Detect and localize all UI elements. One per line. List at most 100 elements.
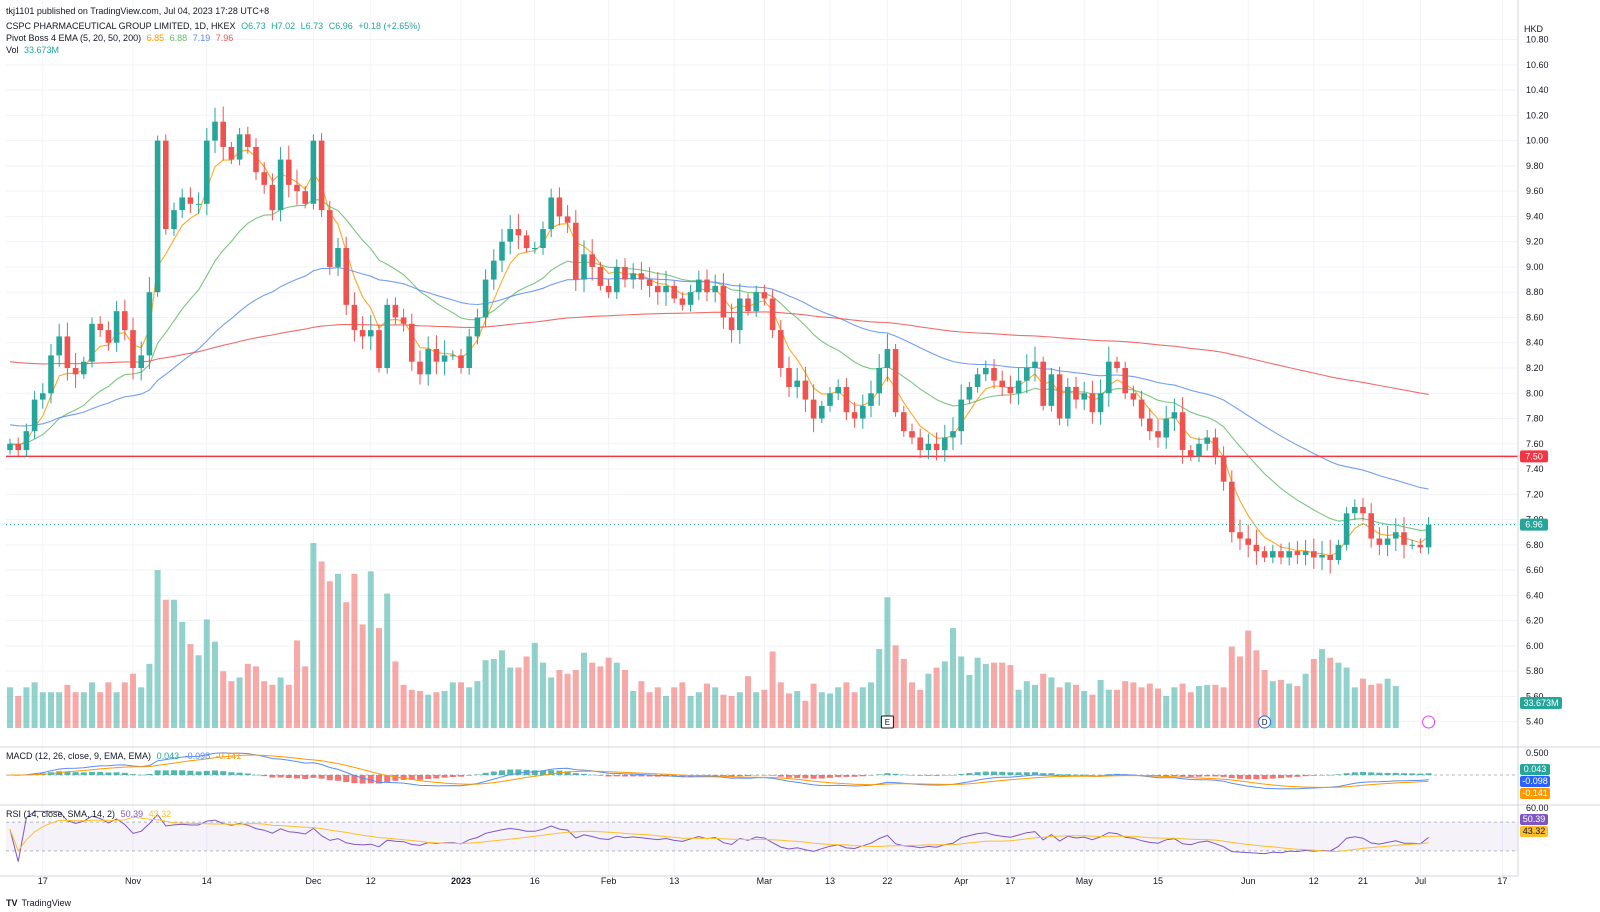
candle-body	[1163, 418, 1169, 438]
volume-bar	[1105, 689, 1112, 728]
macd-hist-bar	[1253, 775, 1260, 780]
high-value: H7.02	[271, 21, 296, 31]
ema-legend: Pivot Boss 4 EMA (5, 20, 50, 200) 6.85 6…	[6, 33, 236, 43]
macd-hist-bar	[958, 773, 965, 775]
candle-body	[597, 266, 604, 286]
candle-body	[1278, 551, 1284, 558]
macd-label: MACD (12, 26, close, 9, EMA, EMA)	[6, 751, 152, 761]
macd-hist-bar	[162, 770, 169, 775]
last-price-label: 6.96	[1525, 520, 1543, 530]
price-tick-label: 9.80	[1526, 161, 1544, 171]
candle-body	[1114, 361, 1120, 368]
volume-bar	[695, 692, 702, 728]
volume-bar	[1179, 683, 1186, 728]
macd-hist-bar	[72, 772, 79, 775]
time-axis: 17 Nov 14 Dec 12 2023 16 Feb 13 Mar 13 22 Apr 17 May 15…	[0, 875, 1518, 886]
volume-bar	[417, 691, 423, 728]
candle-body	[171, 210, 177, 230]
macd-hist-bar	[1302, 775, 1309, 777]
ema20-value: 6.88	[169, 33, 188, 43]
macd-hist-bar	[376, 775, 382, 784]
volume-bar	[950, 628, 956, 728]
macd-hist-bar	[425, 775, 432, 779]
time-tick-label: 12	[366, 876, 376, 886]
candle-body	[277, 159, 284, 211]
time-tick-label: 17	[1005, 876, 1015, 886]
volume-bar	[294, 640, 300, 728]
volume-bar	[1310, 658, 1317, 728]
candle-body	[343, 248, 349, 305]
volume-bar	[876, 649, 883, 728]
candle-body	[556, 197, 563, 217]
volume-bar	[720, 694, 727, 728]
macd-hist-bar	[326, 775, 333, 781]
volume-bar	[556, 670, 563, 728]
time-tick-label: Feb	[601, 876, 617, 886]
volume-bar	[1032, 684, 1038, 728]
price-tick-label: 6.80	[1526, 540, 1544, 550]
volume-bar	[302, 666, 309, 728]
macd-hist-bar	[581, 773, 587, 775]
support-price-tag	[1520, 450, 1548, 463]
candle-body	[450, 355, 456, 357]
candle-body	[687, 292, 694, 305]
macd-hist-bar	[1015, 772, 1022, 775]
candle-body	[245, 134, 251, 147]
volume-bar	[228, 681, 235, 728]
volume-bar	[253, 666, 259, 728]
macd-hist-bar	[89, 771, 95, 775]
price-tick-label: 8.00	[1526, 388, 1544, 398]
volume-bar	[48, 692, 54, 728]
price-tick-label: 8.40	[1526, 338, 1544, 348]
macd-hist-bar	[597, 775, 604, 776]
candle-body	[400, 317, 407, 324]
candle-body	[1229, 481, 1235, 533]
macd-hist-bar	[892, 773, 899, 775]
candle-body	[261, 172, 267, 185]
time-tick-label: Jun	[1241, 876, 1256, 886]
macd-hist-bar	[1089, 775, 1096, 776]
rsi-legend: RSI (14, close, SMA, 14, 2) 50.39 43.32	[6, 809, 174, 819]
macd-hist-bar	[212, 770, 218, 775]
volume-bar	[900, 658, 907, 728]
volume-bar	[671, 687, 678, 728]
volume-bar	[646, 692, 653, 728]
volume-bar	[1278, 679, 1284, 728]
macd-hist-bar	[753, 775, 760, 776]
candle-body	[778, 330, 784, 368]
macd-hist-bar	[933, 775, 940, 776]
volume-bar	[859, 687, 866, 728]
candle-body	[942, 437, 948, 451]
rsi-band	[6, 822, 1518, 851]
earnings-marker	[880, 715, 894, 729]
time-tick-label: May	[1076, 876, 1094, 886]
volume-bar	[1212, 684, 1219, 728]
macd-hist-bar	[777, 775, 784, 777]
volume-bar	[794, 691, 801, 728]
macd-hist-bar	[179, 770, 186, 775]
macd-hist-bar	[417, 775, 423, 780]
macd-hist-bar	[630, 775, 637, 777]
rsi-ma-line	[9, 816, 1429, 853]
candle-body	[737, 298, 743, 331]
macd-hist-bar	[1261, 775, 1268, 780]
macd-hist-bar	[1064, 774, 1071, 775]
price-tick-label: 5.60	[1526, 691, 1544, 701]
candle-body	[97, 323, 103, 331]
volume-bar	[343, 602, 350, 728]
macd-hist-bar	[1056, 774, 1063, 775]
candle-body	[1401, 532, 1407, 545]
candle-body	[851, 412, 858, 419]
candle-body	[1024, 368, 1030, 381]
time-tick-label: 15	[1153, 876, 1163, 886]
volume-bar	[400, 684, 407, 728]
macd-hist-bar	[1335, 774, 1342, 775]
moving-averages	[6, 149, 1518, 557]
volume-bar	[64, 684, 71, 728]
support-price-label: 7.50	[1525, 451, 1543, 461]
candle-body	[441, 355, 448, 362]
price-tick-label: 5.80	[1526, 666, 1544, 676]
dividend-marker	[1258, 715, 1272, 729]
volume-bar	[203, 619, 210, 728]
macd-hist-bar	[80, 772, 87, 775]
